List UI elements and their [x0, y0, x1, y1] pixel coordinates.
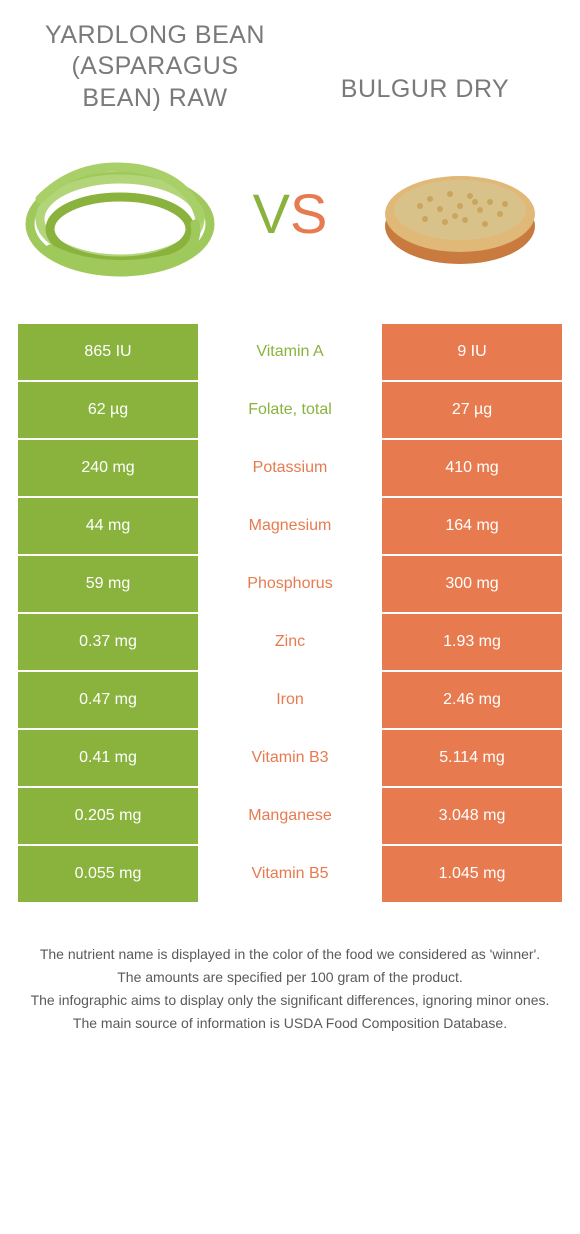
nutrient-name: Phosphorus — [198, 556, 382, 612]
value-left: 59 mg — [18, 556, 198, 612]
table-row: 0.47 mgIron2.46 mg — [18, 672, 562, 728]
footer-line: The main source of information is USDA F… — [30, 1013, 550, 1034]
value-left: 62 µg — [18, 382, 198, 438]
table-row: 240 mgPotassium410 mg — [18, 440, 562, 496]
nutrient-name: Manganese — [198, 788, 382, 844]
value-left: 240 mg — [18, 440, 198, 496]
nutrient-table: 865 IUVitamin A9 IU62 µgFolate, total27 … — [0, 324, 580, 902]
table-row: 59 mgPhosphorus300 mg — [18, 556, 562, 612]
table-row: 0.41 mgVitamin B35.114 mg — [18, 730, 562, 786]
food-image-right — [360, 134, 560, 294]
images-row: VS — [0, 124, 580, 324]
value-left: 865 IU — [18, 324, 198, 380]
value-right: 300 mg — [382, 556, 562, 612]
nutrient-name: Potassium — [198, 440, 382, 496]
footer-notes: The nutrient name is displayed in the co… — [0, 904, 580, 1034]
footer-line: The infographic aims to display only the… — [30, 990, 550, 1011]
value-left: 0.055 mg — [18, 846, 198, 902]
table-row: 44 mgMagnesium164 mg — [18, 498, 562, 554]
nutrient-name: Folate, total — [198, 382, 382, 438]
table-row: 62 µgFolate, total27 µg — [18, 382, 562, 438]
value-left: 44 mg — [18, 498, 198, 554]
value-right: 5.114 mg — [382, 730, 562, 786]
value-right: 27 µg — [382, 382, 562, 438]
value-right: 164 mg — [382, 498, 562, 554]
value-right: 2.46 mg — [382, 672, 562, 728]
vs-v: V — [253, 182, 290, 245]
nutrient-name: Vitamin B5 — [198, 846, 382, 902]
value-right: 410 mg — [382, 440, 562, 496]
table-row: 0.37 mgZinc1.93 mg — [18, 614, 562, 670]
value-left: 0.47 mg — [18, 672, 198, 728]
vs-label: VS — [253, 181, 328, 246]
food-title-left: YARDLONG BEAN (ASPARAGUS BEAN) RAW — [30, 20, 280, 114]
value-right: 9 IU — [382, 324, 562, 380]
value-right: 1.045 mg — [382, 846, 562, 902]
value-right: 1.93 mg — [382, 614, 562, 670]
value-left: 0.205 mg — [18, 788, 198, 844]
header: YARDLONG BEAN (ASPARAGUS BEAN) RAW BULGU… — [0, 0, 580, 124]
footer-line: The nutrient name is displayed in the co… — [30, 944, 550, 965]
footer-line: The amounts are specified per 100 gram o… — [30, 967, 550, 988]
nutrient-name: Iron — [198, 672, 382, 728]
table-row: 0.055 mgVitamin B51.045 mg — [18, 846, 562, 902]
food-title-right: BULGUR DRY — [300, 20, 550, 104]
value-right: 3.048 mg — [382, 788, 562, 844]
nutrient-name: Zinc — [198, 614, 382, 670]
table-row: 865 IUVitamin A9 IU — [18, 324, 562, 380]
vs-s: S — [290, 182, 327, 245]
nutrient-name: Vitamin B3 — [198, 730, 382, 786]
value-left: 0.41 mg — [18, 730, 198, 786]
table-row: 0.205 mgManganese3.048 mg — [18, 788, 562, 844]
nutrient-name: Vitamin A — [198, 324, 382, 380]
food-image-left — [20, 134, 220, 294]
nutrient-name: Magnesium — [198, 498, 382, 554]
value-left: 0.37 mg — [18, 614, 198, 670]
